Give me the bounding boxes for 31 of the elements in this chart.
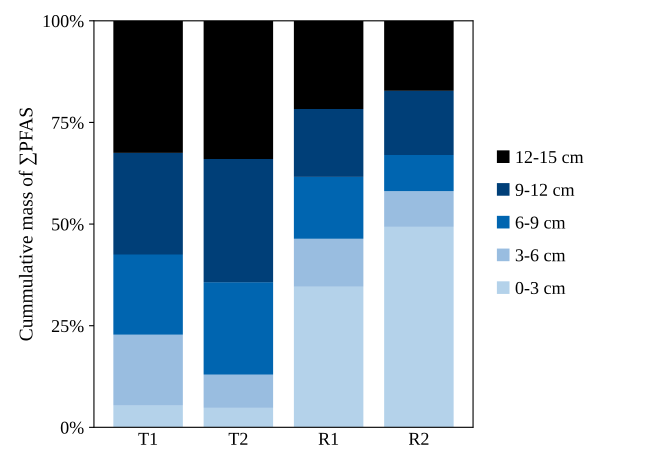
x-tick-label: R1 xyxy=(318,432,338,445)
bar xyxy=(384,90,454,155)
legend-label: 12-15 cm xyxy=(516,151,584,164)
x-tick-label: T1 xyxy=(138,432,158,445)
bar xyxy=(294,238,364,287)
bar xyxy=(204,408,274,428)
legend-label: 6-9 cm xyxy=(516,216,566,229)
bar xyxy=(294,109,364,177)
x-tick-label: R2 xyxy=(408,432,428,445)
x-tick-label: T2 xyxy=(228,432,248,445)
y-tick-label: 0% xyxy=(60,422,84,434)
bar xyxy=(113,405,183,428)
bar xyxy=(384,154,454,192)
bar xyxy=(113,152,183,255)
legend-label: 9-12 cm xyxy=(516,184,574,196)
bar xyxy=(204,159,274,282)
bar xyxy=(113,254,183,335)
legend-label: 3-6 cm xyxy=(516,249,566,262)
y-axis-title: Cummulative mass of ∑PFAS xyxy=(18,108,37,340)
y-tick-label: 25% xyxy=(52,320,84,332)
bar xyxy=(384,191,454,227)
legend-label: 0-3 cm xyxy=(516,282,566,294)
y-tick-label: 100% xyxy=(44,15,84,28)
bar xyxy=(204,374,274,408)
bar xyxy=(294,286,364,428)
y-tick-label: 50% xyxy=(52,218,84,231)
bar xyxy=(384,226,454,428)
bar xyxy=(113,334,183,406)
bar xyxy=(294,176,364,239)
y-tick-label: 75% xyxy=(52,116,84,129)
bar xyxy=(204,282,274,374)
